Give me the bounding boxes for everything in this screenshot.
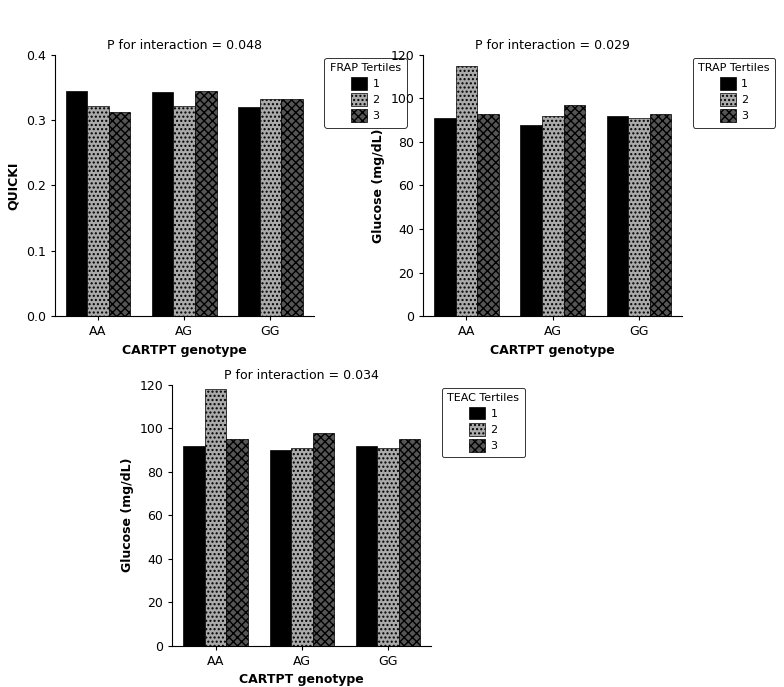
Bar bbox=[173, 106, 195, 316]
Bar bbox=[628, 118, 650, 316]
Y-axis label: Glucose (mg/dL): Glucose (mg/dL) bbox=[121, 458, 134, 572]
Bar bbox=[260, 99, 281, 316]
Bar bbox=[564, 105, 585, 316]
Bar bbox=[434, 118, 456, 316]
Bar bbox=[607, 116, 628, 316]
Bar bbox=[477, 113, 499, 316]
Bar bbox=[238, 107, 260, 316]
Bar bbox=[270, 450, 291, 646]
Bar bbox=[399, 439, 420, 646]
Bar bbox=[227, 439, 248, 646]
Legend: 1, 2, 3: 1, 2, 3 bbox=[693, 58, 775, 128]
Bar bbox=[205, 389, 227, 646]
Title: P for interaction = 0.048: P for interaction = 0.048 bbox=[107, 39, 262, 52]
Bar bbox=[313, 433, 334, 646]
Bar bbox=[291, 448, 313, 646]
Bar bbox=[195, 91, 216, 316]
Bar bbox=[109, 113, 130, 316]
Bar bbox=[377, 448, 399, 646]
Bar bbox=[356, 446, 377, 646]
Bar bbox=[183, 446, 205, 646]
Y-axis label: Glucose (mg/dL): Glucose (mg/dL) bbox=[372, 128, 385, 243]
Bar bbox=[87, 106, 109, 316]
Title: P for interaction = 0.034: P for interaction = 0.034 bbox=[224, 369, 379, 382]
Bar bbox=[521, 124, 542, 316]
Bar bbox=[66, 91, 87, 316]
X-axis label: CARTPT genotype: CARTPT genotype bbox=[122, 344, 247, 357]
Title: P for interaction = 0.029: P for interaction = 0.029 bbox=[475, 39, 630, 52]
Bar bbox=[281, 99, 303, 316]
Legend: 1, 2, 3: 1, 2, 3 bbox=[442, 387, 525, 458]
Bar bbox=[650, 113, 671, 316]
Bar bbox=[456, 66, 477, 316]
Legend: 1, 2, 3: 1, 2, 3 bbox=[325, 58, 407, 128]
X-axis label: CARTPT genotype: CARTPT genotype bbox=[490, 344, 615, 357]
X-axis label: CARTPT genotype: CARTPT genotype bbox=[239, 673, 365, 686]
Bar bbox=[542, 116, 564, 316]
Bar bbox=[152, 92, 173, 316]
Y-axis label: QUICKI: QUICKI bbox=[7, 161, 20, 210]
